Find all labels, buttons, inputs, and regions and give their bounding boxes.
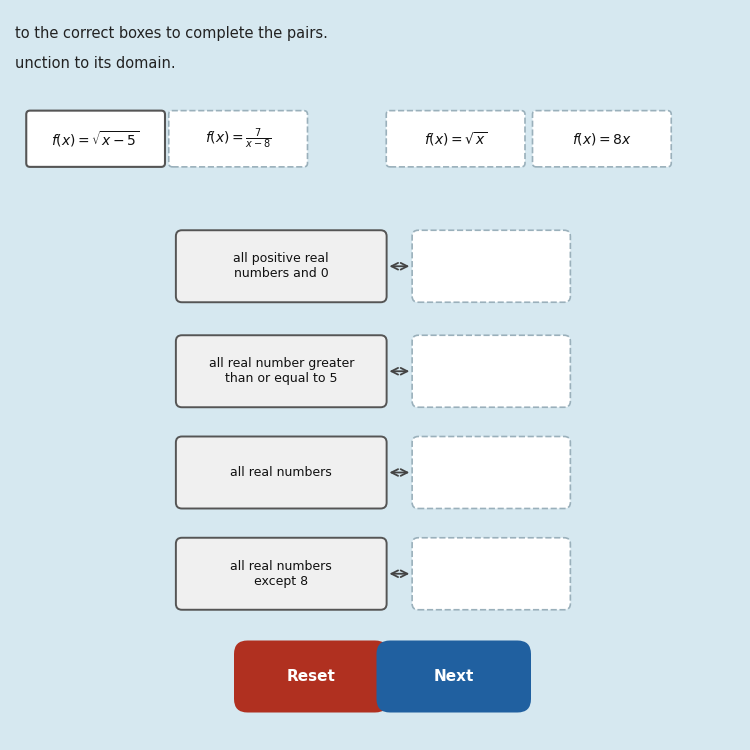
Text: all real numbers
except 8: all real numbers except 8 bbox=[230, 560, 332, 588]
FancyBboxPatch shape bbox=[532, 111, 671, 167]
FancyBboxPatch shape bbox=[176, 335, 387, 407]
FancyBboxPatch shape bbox=[413, 538, 570, 610]
Text: all real number greater
than or equal to 5: all real number greater than or equal to… bbox=[209, 357, 354, 386]
Text: $f(x)=8x$: $f(x)=8x$ bbox=[572, 130, 632, 147]
FancyBboxPatch shape bbox=[176, 538, 387, 610]
FancyBboxPatch shape bbox=[169, 111, 308, 167]
Text: all positive real
numbers and 0: all positive real numbers and 0 bbox=[233, 252, 329, 280]
FancyBboxPatch shape bbox=[386, 111, 525, 167]
Text: unction to its domain.: unction to its domain. bbox=[15, 56, 176, 71]
FancyBboxPatch shape bbox=[413, 436, 570, 508]
FancyBboxPatch shape bbox=[376, 640, 531, 712]
FancyBboxPatch shape bbox=[234, 640, 388, 712]
Text: $f(x)=\sqrt{x}$: $f(x)=\sqrt{x}$ bbox=[424, 130, 488, 148]
FancyBboxPatch shape bbox=[176, 436, 387, 508]
Text: Next: Next bbox=[433, 669, 474, 684]
Text: Reset: Reset bbox=[286, 669, 336, 684]
Text: to the correct boxes to complete the pairs.: to the correct boxes to complete the pai… bbox=[15, 26, 328, 41]
FancyBboxPatch shape bbox=[26, 111, 165, 167]
FancyBboxPatch shape bbox=[176, 230, 387, 302]
Text: all real numbers: all real numbers bbox=[230, 466, 332, 479]
FancyBboxPatch shape bbox=[413, 230, 570, 302]
Text: $f(x)=\frac{7}{x-8}$: $f(x)=\frac{7}{x-8}$ bbox=[205, 127, 272, 151]
FancyBboxPatch shape bbox=[413, 335, 570, 407]
Text: $f(x)=\sqrt{x-5}$: $f(x)=\sqrt{x-5}$ bbox=[52, 129, 140, 149]
